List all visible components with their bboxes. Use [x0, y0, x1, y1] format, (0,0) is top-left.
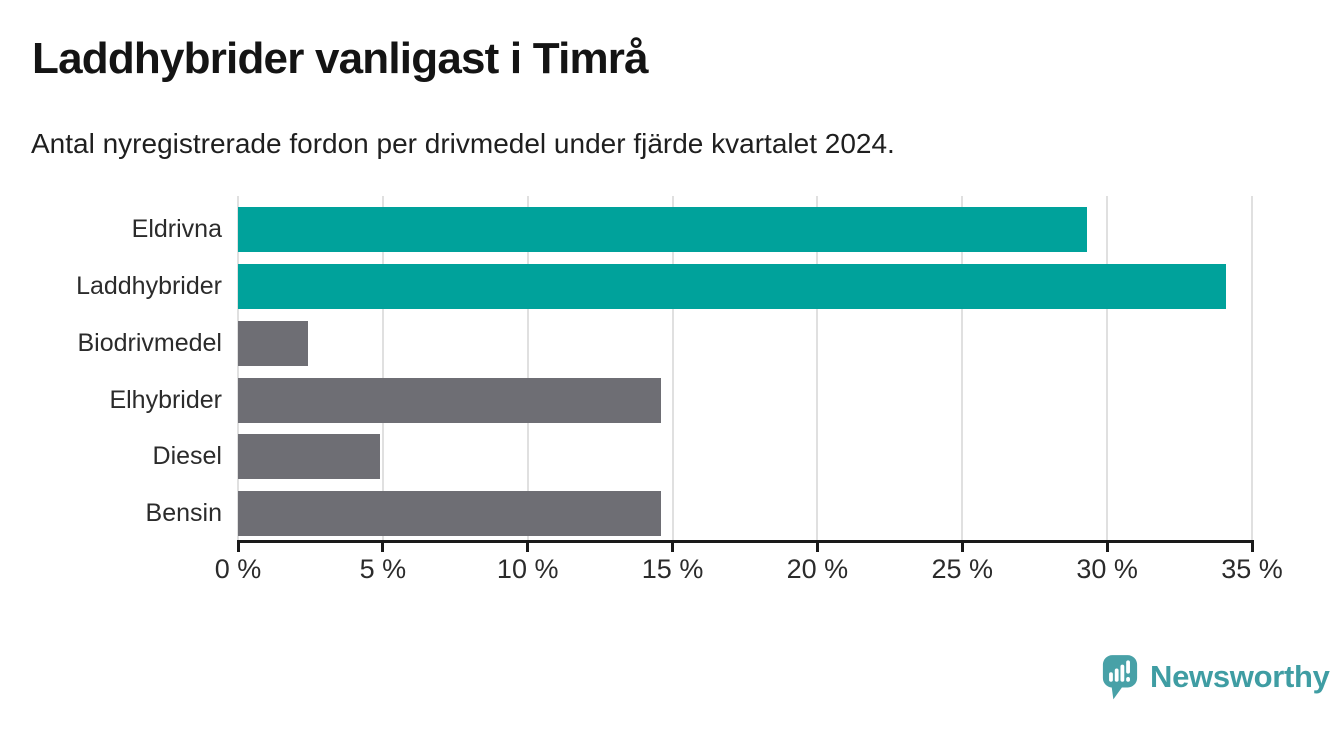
x-tick-label-35: 35 %	[1221, 554, 1283, 584]
category-label-laddhybrider: Laddhybrider	[76, 272, 222, 300]
gridline-15	[671, 196, 674, 541]
x-axis-line	[237, 540, 1254, 543]
x-tick-label-5: 5 %	[359, 554, 407, 584]
gridline-25	[961, 196, 964, 541]
category-label-biodrivmedel: Biodrivmedel	[77, 329, 222, 357]
x-axis-tick-30	[1105, 543, 1109, 552]
category-label-eldrivna: Eldrivna	[131, 215, 222, 243]
chart-title: Laddhybrider vanligast i Timrå	[32, 34, 649, 83]
bar-eldrivna	[238, 207, 1087, 252]
x-axis-tick-35	[1250, 543, 1254, 552]
x-tick-label-10: 10 %	[496, 554, 559, 584]
gridline-35	[1251, 196, 1253, 541]
x-axis-tick-5	[381, 543, 385, 552]
x-tick-label-30: 30 %	[1076, 554, 1138, 584]
x-axis-tick-15	[671, 543, 675, 552]
category-label-bensin: Bensin	[145, 499, 222, 527]
bar-bensin	[238, 491, 661, 536]
x-axis-tick-10	[526, 543, 530, 552]
newsworthy-logo-icon	[1102, 655, 1138, 700]
gridline-30	[1106, 196, 1109, 541]
bar-biodrivmedel	[238, 321, 308, 366]
chart-subtitle: Antal nyregistrerade fordon per drivmede…	[31, 128, 895, 159]
newsworthy-logo: Newsworthy	[1101, 653, 1330, 701]
bar-diesel	[238, 434, 380, 479]
category-label-diesel: Diesel	[152, 442, 222, 470]
gridline-5	[381, 196, 384, 541]
x-axis-tick-20	[815, 543, 819, 552]
bar-elhybrider	[238, 378, 661, 423]
plot-area: 0 % 5 % 10 % 15 % 20 % 25 % 30 % 35 %	[215, 196, 1283, 584]
x-tick-label-0: 0 %	[214, 554, 262, 584]
x-tick-label-25: 25 %	[931, 554, 994, 584]
bar-laddhybrider	[238, 264, 1226, 309]
x-tick-label-20: 20 %	[786, 554, 849, 584]
gridline-20	[816, 196, 819, 541]
x-axis-tick-25	[960, 543, 964, 552]
category-label-elhybrider: Elhybrider	[109, 386, 222, 414]
newsworthy-logo-text: Newsworthy	[1150, 659, 1330, 694]
gridline-10	[526, 196, 529, 541]
gridline-0	[237, 196, 239, 541]
x-axis-tick-0	[236, 543, 240, 552]
x-tick-label-15: 15 %	[641, 554, 704, 584]
